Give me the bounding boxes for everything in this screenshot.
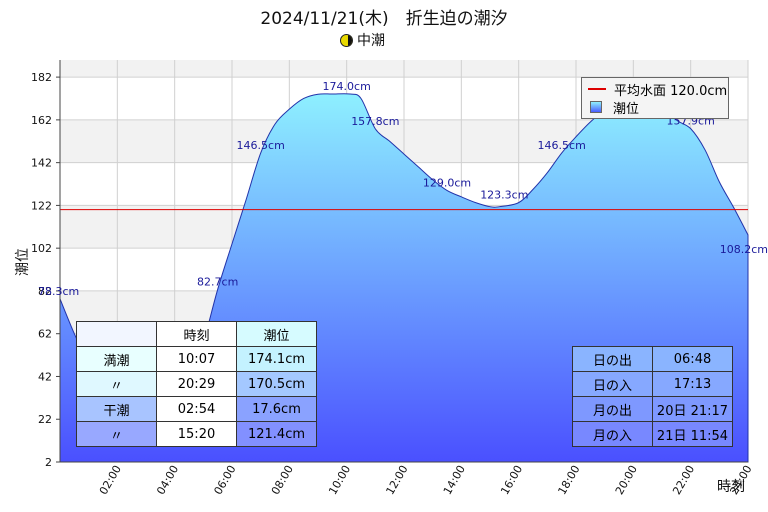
table-row: 〃 20:29 170.5cm (76, 371, 317, 397)
table-header-cell: 潮位 (236, 321, 317, 347)
table-row: 〃 15:20 121.4cm (76, 421, 317, 447)
y-tick-label: 182 (31, 71, 52, 84)
data-labels: 78.3cm27.2cm82.7cm146.5cm174.0cm157.8cm1… (38, 80, 768, 407)
x-tick-label: 10:00 (326, 463, 353, 497)
y-tick-label: 142 (31, 157, 52, 170)
x-tick-label: 12:00 (383, 463, 410, 497)
table-row: 日の入 17:13 (572, 371, 733, 397)
x-tick-label: 18:00 (555, 463, 582, 497)
mean-level-swatch (588, 88, 606, 90)
data-label: 123.3cm (480, 189, 528, 202)
y-tick-label: 22 (38, 413, 52, 426)
moon-phase-icon (340, 33, 353, 47)
x-tick-label: 04:00 (154, 463, 181, 497)
x-tick-label: 14:00 (441, 463, 468, 497)
y-tick-label: 42 (38, 370, 52, 383)
table-cell: 〃 (76, 371, 157, 397)
y-tick-label: 82 (38, 285, 52, 298)
table-cell: 21日 11:54 (652, 421, 733, 447)
sun-moon-table: 日の出 06:48 日の入 17:13 月の出 20日 21:17 月の入 21… (572, 346, 733, 447)
table-cell: 月の入 (572, 421, 653, 447)
data-label: 174.0cm (323, 80, 371, 93)
data-label: 78.3cm (38, 285, 79, 298)
table-cell: 174.1cm (236, 346, 317, 372)
tide-table: 時刻 潮位 満潮 10:07 174.1cm 〃 20:29 170.5cm 干… (76, 321, 317, 447)
chart-title: 2024/11/21(木) 折生迫の潮汐 (260, 9, 508, 29)
table-cell: 15:20 (156, 421, 237, 447)
y-tick-label: 122 (31, 199, 52, 212)
moon-phase: 中潮 (340, 30, 385, 50)
x-tick-label: 22:00 (670, 463, 697, 497)
x-tick-label: 02:00 (97, 463, 124, 497)
table-header-cell (76, 321, 157, 347)
x-tick-label: 16:00 (498, 463, 525, 497)
legend-series-label: 潮位 (613, 101, 640, 117)
moon-phase-label: 中潮 (357, 33, 385, 49)
axes (56, 60, 748, 463)
table-cell: 干潮 (76, 396, 157, 422)
legend: 平均水面 120.0cm 潮位 (581, 77, 729, 119)
data-label: 108.2cm (720, 243, 768, 256)
x-tick-labels: 02:00 04:00 06:00 08:00 10:00 12:00 14:00 16:00… (97, 463, 755, 497)
table-cell: 170.5cm (236, 371, 317, 397)
table-row: 干潮 02:54 17.6cm (76, 396, 317, 422)
x-tick-label: 20:00 (613, 463, 640, 497)
table-cell: 日の入 (572, 371, 653, 397)
table-row: 満潮 10:07 174.1cm (76, 346, 317, 372)
table-cell: 121.4cm (236, 421, 317, 447)
y-tick-label: 162 (31, 114, 52, 127)
y-tick-label: 2 (45, 456, 52, 469)
data-label: 129.0cm (423, 176, 471, 189)
table-row: 月の入 21日 11:54 (572, 421, 733, 447)
legend-mean-label: 平均水面 120.0cm (614, 83, 728, 99)
table-cell: 〃 (76, 421, 157, 447)
table-cell: 10:07 (156, 346, 237, 372)
data-label: 82.7cm (197, 275, 238, 288)
table-cell: 17:13 (652, 371, 733, 397)
data-label: 157.8cm (351, 115, 399, 128)
x-tick-label: 08:00 (269, 463, 296, 497)
table-row: 月の出 20日 21:17 (572, 396, 733, 422)
data-label: 146.5cm (538, 139, 586, 152)
y-tick-label: 62 (38, 328, 52, 341)
table-cell: 月の出 (572, 396, 653, 422)
table-cell: 満潮 (76, 346, 157, 372)
table-header-row: 時刻 潮位 (76, 321, 317, 347)
y-tick-label: 102 (31, 242, 52, 255)
table-cell: 20:29 (156, 371, 237, 397)
x-axis-label: 時刻 (717, 479, 745, 495)
data-label: 146.5cm (237, 139, 285, 152)
table-cell: 06:48 (652, 346, 733, 372)
table-header-cell: 時刻 (156, 321, 237, 347)
table-row: 日の出 06:48 (572, 346, 733, 372)
tide-swatch (590, 101, 602, 113)
y-axis-label: 潮位 (15, 248, 31, 276)
table-cell: 20日 21:17 (652, 396, 733, 422)
table-cell: 日の出 (572, 346, 653, 372)
table-cell: 17.6cm (236, 396, 317, 422)
x-tick-label: 06:00 (211, 463, 238, 497)
table-cell: 02:54 (156, 396, 237, 422)
